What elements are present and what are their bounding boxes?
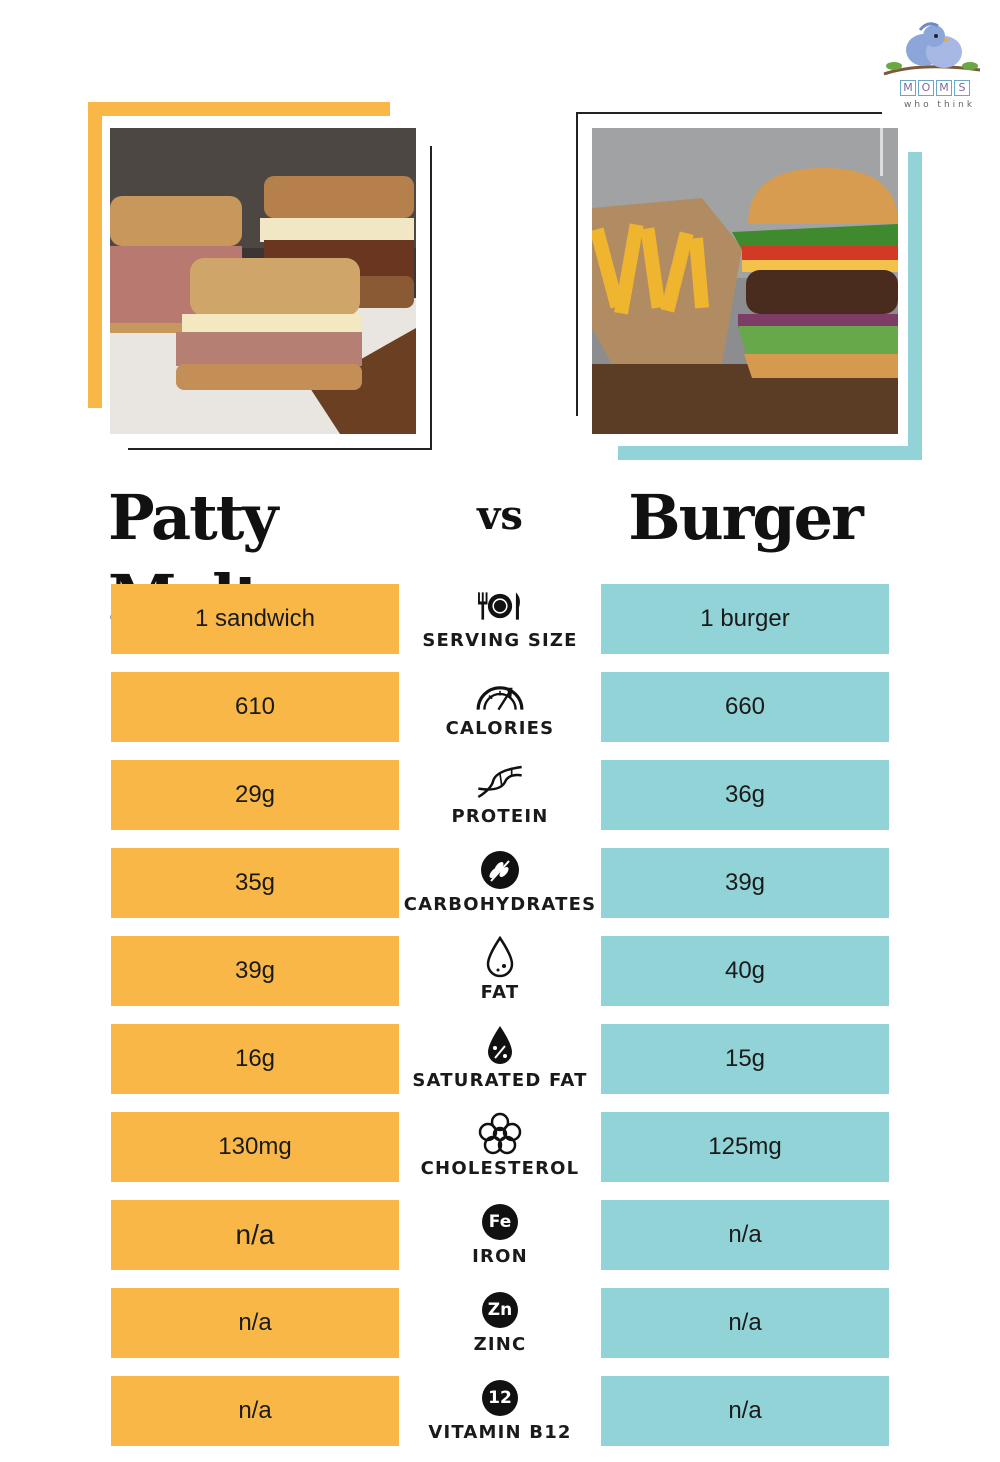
nutrient-label-group: 12 VITAMIN B12 (400, 1376, 600, 1462)
gauge-icon (475, 672, 525, 716)
vitamin-b12-symbol: 12 (482, 1380, 518, 1416)
drop-percent-icon (475, 1024, 525, 1068)
patty-melt-value: n/a (111, 1288, 399, 1358)
nutrient-label-group: SATURATED FAT (400, 1024, 600, 1110)
iron-symbol: Fe (482, 1204, 518, 1240)
moms-who-think-logo: M O M S who think (880, 18, 984, 118)
nutrition-row-vitamin-b12: n/a 12 VITAMIN B12 n/a (0, 1376, 1000, 1446)
nutrient-label-group: FAT (400, 936, 600, 1022)
nutrient-label: CHOLESTEROL (420, 1158, 580, 1179)
patty-melt-value: 29g (111, 760, 399, 830)
nutrient-label-group: CALORIES (400, 672, 600, 758)
zinc-symbol: Zn (482, 1292, 518, 1328)
patty-melt-value: 39g (111, 936, 399, 1006)
nutrition-row-saturated-fat: 16g SATURATED FAT 15g (0, 1024, 1000, 1094)
dna-icon (475, 760, 525, 804)
fork-plate-knife-icon (475, 584, 525, 628)
nutrition-row-carbohydrates: 35g CARBOHYDRATES 39g (0, 848, 1000, 918)
burger-value: 39g (601, 848, 889, 918)
nutrient-label: CARBOHYDRATES (403, 894, 597, 915)
burger-value: n/a (601, 1288, 889, 1358)
patty-melt-photo (110, 128, 416, 434)
nutrient-label: IRON (472, 1246, 528, 1267)
logo-letter: M (900, 80, 916, 96)
burger-title: Burger (628, 481, 864, 554)
left-accent-frame (88, 102, 390, 408)
vitamin-b12-badge-icon: 12 (475, 1376, 525, 1420)
logo-letter: O (918, 80, 934, 96)
burger-photo (592, 128, 898, 434)
burger-value: 36g (601, 760, 889, 830)
patty-melt-value: 35g (111, 848, 399, 918)
nutrient-label-group: PROTEIN (400, 760, 600, 846)
patty-melt-value: 130mg (111, 1112, 399, 1182)
drop-icon (475, 936, 525, 980)
iron-badge-icon: Fe (475, 1200, 525, 1244)
nutrient-label: ZINC (473, 1334, 527, 1355)
patty-melt-value: 16g (111, 1024, 399, 1094)
nutrient-label: SATURATED FAT (412, 1070, 588, 1091)
burger-value: 125mg (601, 1112, 889, 1182)
burger-value: n/a (601, 1200, 889, 1270)
burger-value: 660 (601, 672, 889, 742)
nutrient-label: SERVING SIZE (422, 630, 578, 651)
burger-value: n/a (601, 1376, 889, 1446)
logo-letter: M (936, 80, 952, 96)
nutrient-label: VITAMIN B12 (428, 1422, 572, 1443)
patty-melt-value: 610 (111, 672, 399, 742)
patty-melt-value: n/a (111, 1200, 399, 1270)
nutrition-row-serving-size: 1 sandwich SERVING SIZE 1 burger (0, 584, 1000, 654)
patty-melt-value: n/a (111, 1376, 399, 1446)
left-outline-frame (128, 146, 432, 450)
nutrition-row-protein: 29g PROTEIN 36g (0, 760, 1000, 830)
nutrient-label-group: CHOLESTEROL (400, 1112, 600, 1198)
nutrient-label: FAT (480, 982, 520, 1003)
patty-melt-value: 1 sandwich (111, 584, 399, 654)
nutrient-label-group: SERVING SIZE (400, 584, 600, 670)
logo-letter: S (954, 80, 970, 96)
nutrition-row-fat: 39g FAT 40g (0, 936, 1000, 1006)
vs-label: vs (477, 492, 523, 539)
burger-value: 1 burger (601, 584, 889, 654)
burger-value: 40g (601, 936, 889, 1006)
nutrition-row-calories: 610 CALORIES 660 (0, 672, 1000, 742)
bird-on-branch-icon (883, 22, 981, 76)
nutrition-row-iron: n/a Fe IRON n/a (0, 1200, 1000, 1270)
nutrient-label-group: Zn ZINC (400, 1288, 600, 1374)
nutrition-row-cholesterol: 130mg CHOLESTEROL 125mg (0, 1112, 1000, 1182)
nutrition-row-zinc: n/a Zn ZINC n/a (0, 1288, 1000, 1358)
nutrient-label-group: CARBOHYDRATES (400, 848, 600, 934)
nutrient-label: PROTEIN (451, 806, 549, 827)
logo-tagline: who think (904, 100, 976, 110)
cholesterol-icon (475, 1112, 525, 1156)
right-outline-frame (576, 112, 882, 416)
zinc-badge-icon: Zn (475, 1288, 525, 1332)
nutrient-label-group: Fe IRON (400, 1200, 600, 1286)
nutrient-label: CALORIES (445, 718, 555, 739)
right-accent-frame (618, 152, 922, 460)
burger-value: 15g (601, 1024, 889, 1094)
wheat-icon (475, 848, 525, 892)
